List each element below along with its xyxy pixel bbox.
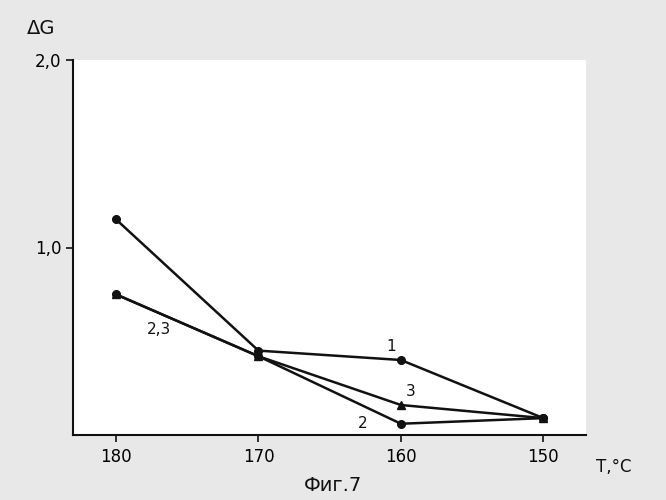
Text: ΔG: ΔG [27, 18, 55, 38]
Text: 2: 2 [358, 416, 368, 431]
Text: T,°C: T,°C [596, 458, 632, 475]
Text: 2,3: 2,3 [147, 322, 171, 338]
Text: Фиг.7: Фиг.7 [304, 476, 362, 495]
Text: 1: 1 [387, 340, 396, 354]
Text: 3: 3 [406, 384, 415, 400]
